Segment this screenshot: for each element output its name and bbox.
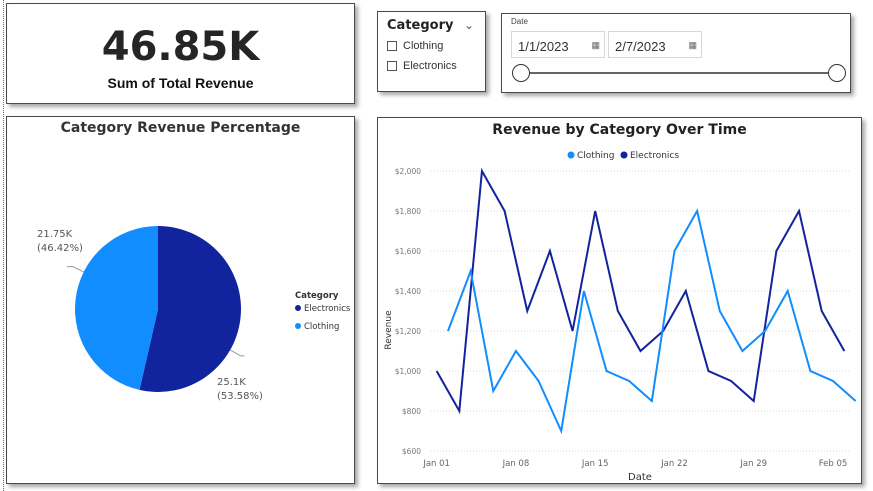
calendar-icon[interactable]: ▦ (591, 40, 600, 50)
x-tick-label: Jan 08 (502, 459, 530, 469)
y-tick-label: $1,800 (395, 207, 421, 216)
slicer-option-clothing[interactable]: Clothing (387, 38, 443, 54)
date-slicer-label: Date (511, 17, 528, 26)
x-tick-label: Jan 01 (422, 459, 450, 469)
y-tick-label: $600 (402, 447, 421, 456)
pie-leader-line (66, 266, 84, 273)
pie-chart: 25.1K (53.58%) 21.75K (46.42%) Category … (37, 226, 351, 402)
checkbox[interactable] (387, 61, 397, 71)
slicer-option-label: Clothing (403, 40, 444, 52)
date-slider-start-handle[interactable] (512, 64, 530, 82)
pie-chart-card[interactable]: Category Revenue Percentage 25.1K (53.58… (6, 116, 355, 484)
pie-data-label-pct: (53.58%) (217, 391, 263, 402)
y-tick-label: $1,200 (395, 327, 421, 336)
pie-data-label-value: 25.1K (217, 377, 246, 388)
end-date-input[interactable]: 2/7/2023 ▦ (608, 31, 702, 58)
y-tick-label: $800 (402, 407, 421, 416)
y-tick-label: $1,600 (395, 247, 421, 256)
x-tick-label: Jan 29 (739, 459, 767, 469)
y-tick-label: $1,000 (395, 367, 421, 376)
y-tick-label: $1,400 (395, 287, 421, 296)
line-legend-item[interactable]: Electronics (630, 151, 679, 161)
pie-leader-line (229, 349, 245, 357)
category-slicer[interactable]: Category ⌄ Clothing Electronics (377, 11, 486, 92)
kpi-value: 46.85K (101, 24, 260, 70)
date-slider-track[interactable] (521, 72, 837, 74)
line-legend-item[interactable]: Clothing (577, 151, 614, 161)
canvas-guide-line (3, 0, 4, 491)
date-slider-end-handle[interactable] (828, 64, 846, 82)
kpi-card[interactable]: 46.85K Sum of Total Revenue (6, 3, 355, 104)
start-date-input[interactable]: 1/1/2023 ▦ (511, 31, 605, 58)
pie-chart-title: Category Revenue Percentage (60, 120, 301, 136)
date-range-slicer[interactable]: Date 1/1/2023 ▦ 2/7/2023 ▦ (501, 13, 851, 93)
slicer-option-label: Electronics (403, 60, 457, 72)
slicer-title: Category (387, 18, 454, 33)
series-line-electronics[interactable] (435, 167, 846, 415)
x-axis-title: Date (628, 472, 652, 483)
line-chart-card[interactable]: Revenue by Category Over Time Clothing E… (377, 117, 862, 484)
pie-slice-electronics[interactable] (139, 226, 242, 392)
line-chart-title: Revenue by Category Over Time (492, 122, 747, 138)
pie-data-label-pct: (46.42%) (37, 243, 83, 254)
start-date-value: 1/1/2023 (518, 39, 569, 54)
x-tick-label: Jan 15 (581, 459, 609, 469)
slicer-option-electronics[interactable]: Electronics (387, 58, 457, 74)
y-axis-title: Revenue (384, 310, 394, 350)
pie-slice-clothing[interactable] (75, 226, 158, 390)
legend-marker-clothing (567, 151, 575, 159)
legend-marker-electronics (295, 305, 301, 311)
x-tick-label: Jan 22 (660, 459, 688, 469)
legend-marker-clothing (295, 323, 301, 329)
pie-data-label-value: 21.75K (37, 229, 73, 240)
legend-marker-electronics (620, 151, 628, 159)
end-date-value: 2/7/2023 (615, 39, 666, 54)
calendar-icon[interactable]: ▦ (688, 40, 697, 50)
series-line-clothing[interactable] (447, 208, 857, 435)
line-chart: Clothing Electronics Revenue Date $600 $8… (384, 151, 857, 483)
checkbox[interactable] (387, 41, 397, 51)
pie-legend-item[interactable]: Electronics (304, 304, 351, 314)
pie-legend-item[interactable]: Clothing (304, 322, 339, 332)
x-tick-label: Feb 05 (819, 459, 848, 469)
kpi-label: Sum of Total Revenue (107, 75, 254, 91)
chevron-down-icon[interactable]: ⌄ (464, 18, 475, 32)
y-tick-label: $2,000 (395, 167, 421, 176)
pie-legend-title: Category (295, 291, 339, 301)
